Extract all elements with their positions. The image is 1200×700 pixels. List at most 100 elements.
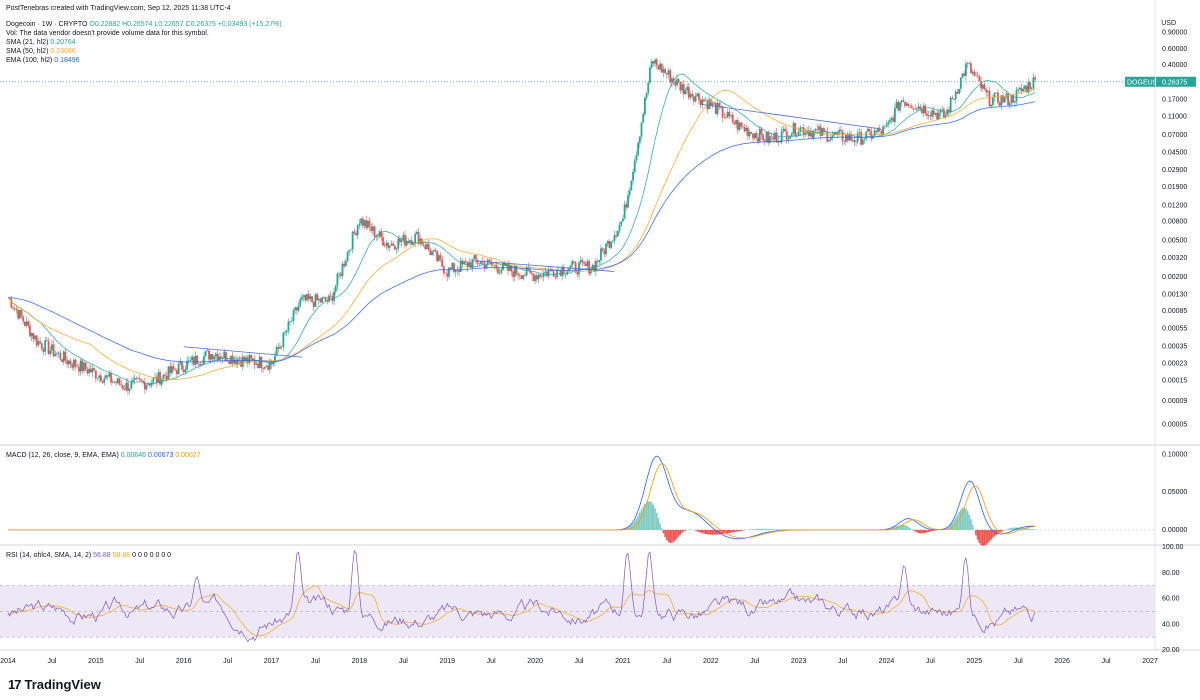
candle-body — [426, 244, 428, 250]
candle-body — [287, 321, 290, 332]
candle-body — [127, 382, 129, 391]
macd-hist-bar — [660, 528, 663, 530]
candle-body — [34, 335, 36, 340]
macd-hist-bar — [644, 504, 646, 530]
y-tick-label: 0.00009 — [1162, 398, 1187, 405]
candle-body — [927, 115, 930, 116]
candle-body — [49, 350, 52, 354]
candle-body — [226, 361, 229, 362]
candle-body — [373, 226, 376, 237]
candle-body — [434, 249, 437, 252]
macd-legend[interactable]: MACD (12, 26, close, 9, EMA, EMA) 0.0064… — [6, 451, 201, 460]
candle-body — [650, 61, 653, 68]
candle-body — [877, 127, 879, 132]
candle-body — [213, 356, 216, 360]
macd-hist-bar — [757, 528, 759, 530]
candle-body — [660, 63, 663, 73]
macd-hist-bar — [625, 528, 628, 530]
candle-body — [895, 101, 898, 109]
candle-body — [970, 63, 972, 74]
candle-body — [679, 81, 682, 91]
candle-body — [997, 92, 999, 103]
candle-body — [388, 245, 391, 248]
candle-body — [807, 130, 810, 137]
macd-hist-bar — [971, 524, 974, 530]
candle-body — [741, 126, 744, 128]
macd-hist-bar — [704, 529, 707, 535]
ema100-label: EMA (100, hl2) — [6, 57, 53, 64]
candle-body — [140, 380, 143, 382]
sma21-legend[interactable]: SMA (21, hl2) 0.20764 — [6, 38, 76, 47]
candle-body — [176, 370, 178, 375]
y-tick-label: 0.00500 — [1162, 237, 1187, 244]
candle-body — [321, 297, 324, 303]
candle-body — [883, 126, 886, 127]
candle-body — [417, 231, 420, 244]
candle-body — [295, 307, 298, 311]
macd-histogram — [618, 501, 1036, 546]
macd-hist-bar — [731, 529, 734, 533]
rsi-legend[interactable]: RSI (14, ohlc4, SMA, 14, 2) 56.88 58.88 … — [6, 551, 171, 560]
x-tick-label: 2023 — [791, 658, 807, 665]
candle-body — [718, 103, 721, 107]
candle-body — [900, 100, 903, 103]
candle-body — [980, 81, 982, 89]
candle-body — [274, 355, 276, 362]
trendline — [701, 103, 878, 129]
sma50-legend[interactable]: SMA (50, hl2) 0.23686 — [6, 47, 76, 56]
candle-body — [512, 271, 515, 277]
candle-body — [196, 355, 199, 365]
candle-body — [581, 260, 584, 263]
candle-body — [1029, 82, 1031, 89]
y-tick-label: 0.00130 — [1162, 291, 1187, 298]
candle-body — [167, 366, 170, 380]
candle-body — [659, 63, 661, 70]
candle-body — [698, 93, 700, 100]
macd-hist-bar — [750, 529, 753, 530]
tradingview-logo[interactable]: 17 TradingView — [8, 677, 101, 692]
candle-body — [454, 270, 457, 273]
candle-body — [689, 93, 692, 98]
macd-hist-bar — [682, 529, 685, 532]
candle-body — [853, 139, 856, 143]
candle-body — [870, 131, 873, 139]
candle-body — [736, 119, 739, 130]
price-tag-symbol-box — [1125, 76, 1155, 87]
candle-body — [686, 86, 689, 91]
macd-hist-bar — [755, 528, 758, 530]
symbol-label[interactable]: Dogecoin · 1W · CRYPTO — [6, 21, 88, 28]
macd-hist-bar — [650, 502, 653, 530]
candle-body — [268, 361, 271, 370]
macd-y-tick-label: 0.05000 — [1162, 489, 1187, 496]
macd-hist-bar — [758, 528, 761, 530]
candle-body — [638, 136, 641, 143]
candle-body — [978, 76, 981, 82]
candle-body — [524, 274, 526, 276]
x-tick-label: Jul — [750, 658, 759, 665]
candle-body — [37, 341, 40, 346]
candle-body — [64, 351, 67, 361]
candle-body — [897, 101, 900, 111]
macd-hist-bar — [968, 514, 971, 530]
candle-body — [346, 251, 349, 262]
y-tick-label: 0.07000 — [1162, 132, 1187, 139]
candle-body — [395, 248, 398, 250]
macd-hist-bar — [959, 509, 962, 530]
candle-body — [502, 262, 504, 271]
candle-body — [740, 122, 743, 127]
candle-body — [275, 347, 278, 356]
candle-body — [814, 129, 817, 131]
macd-hist-bar — [706, 529, 709, 535]
candle-body — [79, 360, 82, 372]
macd-hist-bar — [738, 529, 741, 532]
macd-hist-bar — [919, 529, 922, 534]
candle-body — [1012, 94, 1015, 103]
macd-hist-bar — [976, 529, 979, 540]
macd-hist-bar — [921, 529, 923, 534]
candle-body — [714, 103, 717, 115]
ema100-legend[interactable]: EMA (100, hl2) 0.18496 — [6, 56, 80, 65]
x-tick-label: Jul — [487, 658, 496, 665]
candle-body — [366, 220, 369, 228]
candle-body — [143, 382, 146, 390]
